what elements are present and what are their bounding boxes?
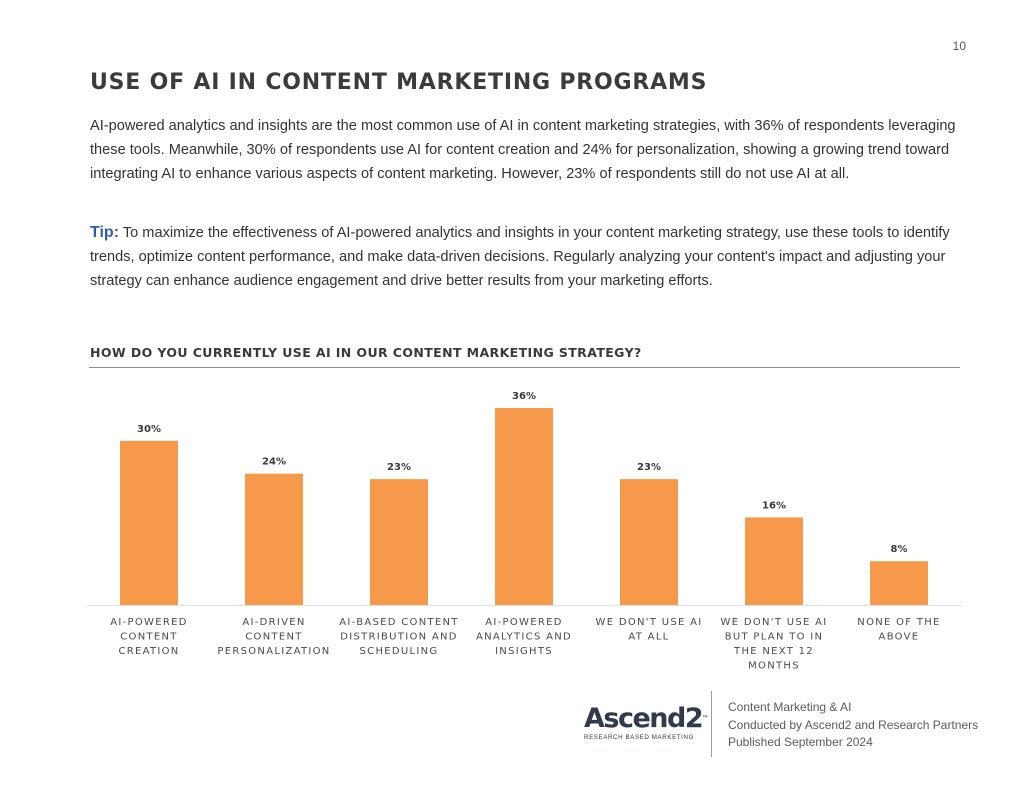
page-number: 10 (952, 39, 966, 53)
category-label-3: AI-BASED CONTENT DISTRIBUTION AND SCHEDULI… (339, 617, 458, 657)
tip-label: Tip: (90, 224, 120, 241)
logo-wordmark: Ascend2 (584, 703, 704, 734)
value-label-5: 23% (637, 462, 661, 473)
logo-tagline: RESEARCH BASED MARKETING (584, 734, 694, 741)
chart-title-divider (89, 367, 960, 368)
footer-report-title: Content Marketing & AI (728, 700, 852, 714)
chart-title: HOW DO YOU CURRENTLY USE AI IN OUR CONTE… (90, 345, 642, 360)
category-label-5: WE DON'T USE AI AT ALL (596, 617, 703, 643)
value-label-1: 30% (137, 424, 161, 435)
value-label-4: 36% (512, 391, 536, 402)
value-labels-layer: 30% 24% 23% 36% 23% 16% 8% (137, 391, 907, 555)
bar-2 (245, 473, 303, 605)
category-label-1: AI-POWERED CONTENT CREATION (110, 617, 187, 657)
footer-conducted-by: Conducted by Ascend2 and Research Partne… (728, 717, 979, 732)
value-label-7: 8% (891, 544, 908, 555)
footer-info: Content Marketing & AI Conducted by Asce… (728, 699, 978, 752)
tip-text: To maximize the effectiveness of AI-powe… (90, 225, 950, 289)
bar-4 (495, 408, 553, 605)
bar-5 (620, 479, 678, 605)
bar-3 (370, 479, 428, 605)
category-labels-layer: AI-POWERED CONTENT CREATION AI-DRIVEN CONTEN… (110, 617, 940, 672)
bar-1 (120, 440, 178, 605)
category-label-6: WE DON'T USE AI BUT PLAN TO IN THE NEXT 12… (721, 617, 828, 672)
page-title: USE OF AI IN CONTENT MARKETING PROGRAMS (90, 70, 708, 95)
bar-7 (870, 561, 928, 605)
footer-divider (711, 691, 712, 757)
category-label-7: NONE OF THE ABOVE (857, 617, 940, 643)
bar-6 (745, 517, 803, 605)
summary-paragraph: AI-powered analytics and insights are th… (90, 118, 956, 182)
value-label-2: 24% (262, 457, 286, 468)
ascend2-logo: Ascend2™ RESEARCH BASED MARKETING (584, 705, 708, 742)
value-label-6: 16% (762, 500, 786, 511)
logo-trademark: ™ (702, 715, 709, 722)
value-label-3: 23% (387, 462, 411, 473)
tip-paragraph: Tip: To maximize the effectiveness of AI… (90, 221, 970, 293)
footer-published-date: Published September 2024 (728, 735, 873, 749)
bars-layer (120, 408, 928, 605)
category-label-2: AI-DRIVEN CONTENT PERSONALIZATION (217, 617, 330, 657)
bar-chart: 30% 24% 23% 36% 23% 16% 8% AI-POWERED CONTENT CR… (87, 391, 962, 672)
category-label-4: AI-POWERED ANALYTICS AND INSIGHTS (476, 617, 572, 657)
